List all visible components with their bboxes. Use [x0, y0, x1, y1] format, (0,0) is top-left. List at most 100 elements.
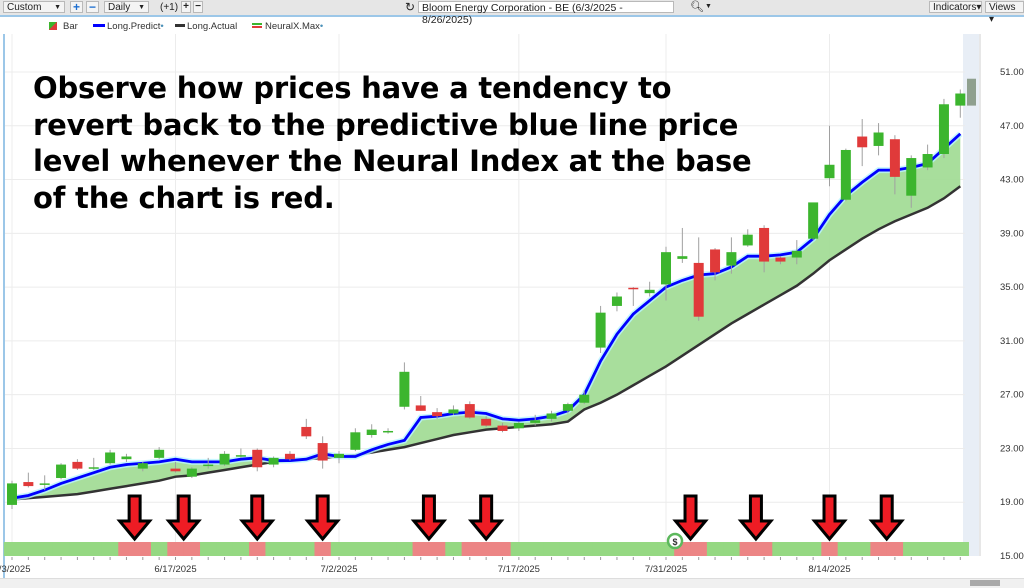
legend-item-neuralx-max[interactable]: NeuralX.Max• [252, 21, 323, 32]
zoom-out-button[interactable]: − [86, 1, 99, 13]
symbol-title-field[interactable]: Bloom Energy Corporation - BE (6/3/2025 … [418, 1, 674, 26]
candle [39, 475, 50, 491]
candle [955, 89, 966, 118]
candle-body [121, 456, 132, 460]
interval-select[interactable]: Daily ▼ [104, 1, 149, 13]
line-swatch-icon [175, 24, 185, 27]
candle [481, 416, 492, 427]
x-tick-label: 8/14/2025 [808, 564, 850, 575]
neuralx-icon [252, 23, 262, 28]
candle-body [481, 418, 492, 426]
candle [399, 362, 410, 410]
candle [284, 451, 295, 461]
refresh-icon[interactable]: ↻ [405, 0, 416, 14]
scrollbar-thumb[interactable] [970, 580, 1000, 586]
candle-body [235, 455, 246, 457]
candle [121, 453, 132, 462]
candle [726, 237, 737, 274]
neuralx-cell-green [396, 542, 414, 556]
candle-body [366, 429, 377, 435]
neuralx-cell-red [494, 542, 512, 556]
x-tick-label: 7/31/2025 [645, 564, 687, 575]
offset-minus-button[interactable]: − [193, 1, 203, 13]
neuralx-cell-red [821, 542, 839, 556]
candle [857, 119, 868, 167]
neuralx-cell-red [870, 542, 888, 556]
candle-body [726, 252, 737, 266]
offset-plus-button[interactable]: + [181, 1, 191, 13]
neuralx-cell-green [232, 542, 250, 556]
dividend-event-icon[interactable]: $ [666, 532, 684, 550]
candle [235, 448, 246, 458]
legend-item-bar[interactable]: Bar [49, 21, 78, 32]
offset-label: (+1) [160, 2, 179, 13]
neuralx-cell-red [755, 542, 773, 556]
candle [513, 421, 524, 431]
candle [497, 422, 508, 433]
neuralx-cell-green [298, 542, 315, 556]
chevron-down-icon[interactable]: ▼ [705, 3, 712, 10]
candle [301, 418, 312, 440]
zoom-in-button[interactable]: + [70, 1, 83, 13]
neuralx-cell-green [854, 542, 871, 556]
red-down-arrow-icon [868, 494, 905, 542]
neuralx-cell-red [886, 542, 904, 556]
event-circle [666, 532, 684, 550]
neuralx-cell-green [69, 542, 87, 556]
candle [808, 202, 819, 241]
candle [644, 281, 655, 297]
current-price-marker [967, 78, 976, 106]
search-icon[interactable]: 🔍︎ [690, 1, 704, 13]
long-predict-line [11, 132, 962, 500]
x-tick-label: 7/17/2025 [498, 564, 540, 575]
neuralx-cell-green [445, 542, 463, 556]
neuralx-cell-green [379, 542, 397, 556]
candle-body [170, 468, 181, 472]
red-down-arrow-icon [467, 494, 505, 542]
neuralx-cell-green [281, 542, 299, 556]
red-down-arrow-icon [811, 494, 848, 542]
candle [759, 225, 770, 273]
neuralx-cell-green [265, 542, 283, 556]
candle [906, 155, 917, 208]
candle-body [661, 252, 671, 285]
candle-body [677, 256, 688, 259]
candle [252, 448, 263, 472]
candle-body [742, 234, 753, 246]
horizontal-scrollbar[interactable] [0, 578, 1024, 588]
y-tick-label: 31.00 [1000, 336, 1024, 347]
neuralx-cell-green [347, 542, 365, 556]
neuralx-cell-green [935, 542, 953, 556]
candle [72, 459, 83, 470]
candle [530, 414, 541, 426]
neuralx-cell-green [919, 542, 937, 556]
chevron-down-icon: ▼ [54, 4, 61, 11]
neuralx-cell-green [36, 542, 54, 556]
dollar-sign-icon: $ [672, 537, 677, 547]
candle [661, 246, 671, 301]
neuralx-cell-green [592, 542, 610, 556]
candle-body [693, 262, 704, 317]
candle-body [88, 467, 99, 469]
candle [23, 472, 34, 488]
candle-body [840, 149, 851, 200]
red-down-arrow-icon [410, 494, 448, 542]
y-tick-label: 19.00 [1000, 497, 1024, 508]
candle-body [317, 443, 328, 461]
neuralx-cell-red [412, 542, 430, 556]
candle [579, 390, 590, 405]
period-select[interactable]: Custom ▼ [3, 1, 65, 13]
legend-item-long-actual[interactable]: Long.Actual [175, 21, 237, 32]
neuralx-cell-green [101, 542, 119, 556]
neuralx-cell-red [249, 542, 266, 556]
neuralx-cell-green [543, 542, 561, 556]
candle-body [186, 468, 197, 477]
candle [938, 98, 949, 159]
neuralx-cell-green [952, 542, 969, 556]
candle-body [268, 457, 279, 465]
red-down-arrow-icon [672, 494, 709, 542]
legend-item-long-predict[interactable]: Long.Predict• [93, 21, 164, 32]
candle [415, 396, 426, 411]
indicators-button[interactable]: Indicators▾ [929, 1, 982, 13]
